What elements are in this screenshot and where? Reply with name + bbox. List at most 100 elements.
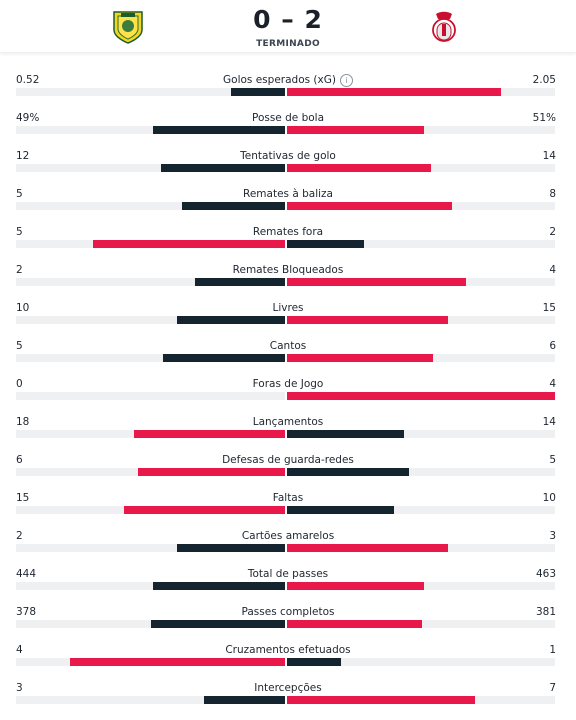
home-stat-track	[16, 506, 285, 514]
away-stat-value: 4	[549, 378, 556, 390]
home-stat-value: 4	[16, 644, 23, 656]
home-stat-value: 49%	[16, 112, 40, 124]
away-stat-track	[287, 392, 555, 400]
stat-label-text: Cartões amarelos	[241, 530, 335, 542]
home-stat-value: 10	[16, 302, 30, 314]
stat-label: Remates fora	[0, 225, 576, 239]
away-stat-bar	[287, 240, 364, 248]
stat-label: Passes completos	[0, 605, 576, 619]
away-stat-bar	[287, 202, 452, 210]
away-stat-value: 10	[542, 492, 556, 504]
away-stat-value: 463	[535, 568, 556, 580]
away-stat-track	[287, 240, 555, 248]
away-stat-track	[287, 316, 555, 324]
away-stat-track	[287, 696, 555, 704]
stat-label-text: Total de passes	[247, 568, 329, 580]
home-stat-track	[16, 240, 285, 248]
home-stat-bar	[151, 620, 285, 628]
stat-row: 444 Total de passes 463	[0, 567, 576, 605]
stat-row: 2 Cartões amarelos 3	[0, 529, 576, 567]
home-stat-value: 15	[16, 492, 30, 504]
away-stat-bar	[287, 658, 341, 666]
home-stat-track	[16, 658, 285, 666]
away-stat-bar	[287, 430, 404, 438]
away-stat-bar	[287, 620, 422, 628]
home-stat-track	[16, 620, 285, 628]
home-stat-value: 6	[16, 454, 23, 466]
home-stat-bar	[204, 696, 285, 704]
home-stat-bar	[138, 468, 285, 476]
away-stat-bar	[287, 582, 424, 590]
away-stat-bar	[287, 468, 409, 476]
stat-label: Cantos	[0, 339, 576, 353]
home-stat-track	[16, 316, 285, 324]
home-stat-value: 378	[16, 606, 37, 618]
home-stat-track	[16, 544, 285, 552]
stat-label: Defesas de guarda-redes	[0, 453, 576, 467]
away-stat-bar	[287, 506, 394, 514]
home-stat-value: 5	[16, 188, 23, 200]
away-stat-value: 6	[549, 340, 556, 352]
away-stat-bar	[287, 354, 433, 362]
home-stat-bar	[195, 278, 285, 286]
stat-label: Tentativas de golo	[0, 149, 576, 163]
stat-label: Remates Bloqueados	[0, 263, 576, 277]
home-stat-bar	[124, 506, 285, 514]
stat-label-text: Passes completos	[241, 606, 335, 618]
away-stat-bar	[287, 126, 424, 134]
home-stat-value: 12	[16, 150, 30, 162]
away-stat-value: 5	[549, 454, 556, 466]
home-stat-value: 0.52	[16, 74, 40, 86]
away-stat-bar	[287, 164, 431, 172]
away-stat-track	[287, 354, 555, 362]
stat-label: Posse de bola	[0, 111, 576, 125]
stat-label-text: Cruzamentos efetuados	[225, 644, 351, 656]
away-stat-value: 14	[542, 416, 556, 428]
home-stat-value: 5	[16, 226, 23, 238]
home-stat-track	[16, 468, 285, 476]
stat-label-text: Remates à baliza	[243, 188, 333, 200]
stat-label-text: Golos esperados (xG)	[223, 74, 336, 86]
home-stat-value: 18	[16, 416, 30, 428]
stat-row: 49% Posse de bola 51%	[0, 111, 576, 149]
home-stat-bar	[231, 88, 285, 96]
home-stat-bar	[177, 544, 285, 552]
stat-row: 0.52 Golos esperados (xG) i 2.05	[0, 73, 576, 111]
stat-label-text: Intercepções	[254, 682, 322, 694]
home-stat-track	[16, 202, 285, 210]
match-status: TERMINADO	[256, 39, 320, 49]
stat-row: 10 Livres 15	[0, 301, 576, 339]
away-stat-track	[287, 88, 555, 96]
match-score: 0 – 2	[253, 5, 323, 34]
home-stat-bar	[153, 126, 285, 134]
stat-label-text: Lançamentos	[252, 416, 324, 428]
stat-label-text: Faltas	[272, 492, 304, 504]
away-stat-value: 381	[535, 606, 556, 618]
away-stat-value: 15	[542, 302, 556, 314]
info-icon[interactable]: i	[339, 74, 353, 87]
away-stat-bar	[287, 316, 448, 324]
stat-label: Total de passes	[0, 567, 576, 581]
away-stat-track	[287, 620, 555, 628]
stat-label: Remates à baliza	[0, 187, 576, 201]
away-stat-value: 2.05	[532, 74, 556, 86]
stat-row: 12 Tentativas de golo 14	[0, 149, 576, 187]
away-stat-track	[287, 126, 555, 134]
match-header: 0 – 2 TERMINADO	[0, 0, 576, 53]
away-stat-track	[287, 430, 555, 438]
home-stat-track	[16, 696, 285, 704]
home-stat-track	[16, 88, 285, 96]
stat-label: Golos esperados (xG) i	[0, 73, 576, 87]
home-stat-bar	[134, 430, 285, 438]
stat-label: Lançamentos	[0, 415, 576, 429]
stat-row: 4 Cruzamentos efetuados 1	[0, 643, 576, 681]
home-stat-track	[16, 354, 285, 362]
home-stat-track	[16, 392, 285, 400]
away-stat-value: 8	[549, 188, 556, 200]
fc-arouca-crest-icon[interactable]	[110, 10, 146, 44]
sl-benfica-crest-icon[interactable]	[426, 10, 462, 44]
stat-label: Livres	[0, 301, 576, 315]
away-stat-bar	[287, 696, 475, 704]
stat-row: 5 Remates à baliza 8	[0, 187, 576, 225]
home-stat-bar	[182, 202, 285, 210]
